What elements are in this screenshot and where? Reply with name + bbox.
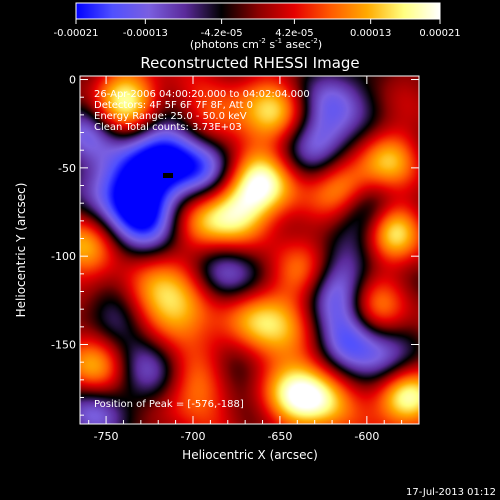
x-tick-label: -700 xyxy=(181,430,206,443)
unit-text: ) xyxy=(318,38,322,51)
plot-frame xyxy=(79,75,420,425)
y-tick-label: -150 xyxy=(51,339,76,352)
colorbar-tick-label: -0.00021 xyxy=(54,28,99,39)
timestamp: 17-Jul-2013 01:12 xyxy=(406,487,496,498)
info-line-energy: Energy Range: 25.0 - 50.0 keV xyxy=(94,111,247,122)
info-line-time: 26-Apr-2006 04:00:20.000 to 04:02:04.000 xyxy=(94,89,310,100)
info-line-counts: Clean Total counts: 3.73E+03 xyxy=(94,122,242,133)
colorbar-tick-label: 0.00021 xyxy=(419,28,460,39)
y-axis-label: Heliocentric Y (arcsec) xyxy=(14,183,28,318)
chart-title: Reconstructed RHESSI Image xyxy=(140,54,359,72)
colorbar-unit: (photons cm-2 s-1 asec-2) xyxy=(190,37,322,51)
unit-exp: -2 xyxy=(259,37,266,45)
plot-area xyxy=(79,75,420,425)
unit-text: (photons cm xyxy=(190,38,259,51)
colorbar-tick-label: 4.2e-05 xyxy=(275,28,313,39)
x-tick-label: -600 xyxy=(354,430,379,443)
info-line-detectors: Detectors: 4F 5F 6F 7F 8F, Att 0 xyxy=(94,100,253,111)
colorbar-tick-label: 0.00013 xyxy=(350,28,391,39)
peak-marker xyxy=(163,173,173,178)
x-tick-label: -750 xyxy=(94,430,119,443)
y-tick-label: -50 xyxy=(58,162,76,175)
colorbar: -0.00021 -0.00013 -4.2e-05 4.2e-05 0.00013 0.… xyxy=(54,2,461,51)
x-axis-label: Heliocentric X (arcsec) xyxy=(182,448,318,462)
info-block: 26-Apr-2006 04:00:20.000 to 04:02:04.000… xyxy=(94,89,310,410)
unit-exp: -2 xyxy=(311,37,318,45)
unit-exp: -1 xyxy=(275,37,282,45)
colorbar-tick-label: -0.00013 xyxy=(123,28,168,39)
y-tick-label: 0 xyxy=(69,74,76,87)
axes: -750 -700 -650 -600 0 -50 -100 -150 xyxy=(51,74,420,443)
unit-text: asec xyxy=(282,38,311,51)
x-tick-label: -650 xyxy=(267,430,292,443)
colorbar-tick-label: -4.2e-05 xyxy=(201,28,243,39)
colorbar-gradient xyxy=(75,2,441,20)
y-tick-label: -100 xyxy=(51,250,76,263)
colorbar-ticks: -0.00021 -0.00013 -4.2e-05 4.2e-05 0.00013 0.… xyxy=(54,19,461,39)
heatmap-image xyxy=(80,76,419,424)
unit-text: s xyxy=(266,38,275,51)
peak-position-label: Position of Peak = [-576,-188] xyxy=(94,399,244,410)
